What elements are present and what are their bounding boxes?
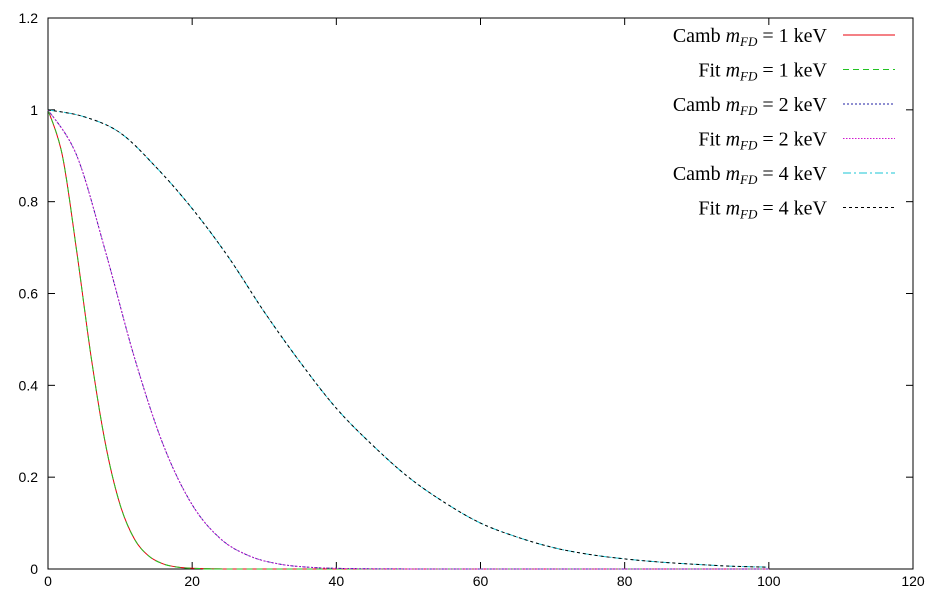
- series-line-1: [47, 109, 769, 570]
- legend-label: Camb mFD = 2 keV: [673, 94, 828, 118]
- legend-value: = 2 keV: [757, 129, 827, 151]
- legend-prefix: Camb: [673, 25, 726, 47]
- legend-value: = 4 keV: [757, 198, 827, 220]
- x-tick-label: 40: [329, 573, 345, 589]
- series-line-5: [47, 109, 769, 568]
- y-tick-label: 0.8: [19, 194, 39, 210]
- y-tick-label: 1.2: [19, 10, 39, 26]
- legend-label: Camb mFD = 4 keV: [673, 163, 828, 187]
- series-line-3: [47, 109, 769, 570]
- x-tick-label: 60: [473, 573, 489, 589]
- y-tick-label: 0: [30, 561, 38, 577]
- x-tick-label: 120: [901, 573, 925, 589]
- legend-label: Fit mFD = 2 keV: [698, 129, 827, 153]
- legend-subscript: FD: [739, 103, 758, 118]
- legend-prefix: Fit: [698, 60, 725, 82]
- legend-subscript: FD: [739, 207, 758, 222]
- series-line-6: [47, 109, 769, 568]
- legend-symbol: m: [726, 129, 740, 151]
- legend-subscript: FD: [739, 69, 758, 84]
- series-line-2: [47, 109, 769, 570]
- legend-subscript: FD: [739, 34, 758, 49]
- legend-subscript: FD: [739, 138, 758, 153]
- legend-prefix: Fit: [698, 198, 725, 220]
- axis-ticks: [47, 17, 914, 570]
- series-layer: [47, 109, 769, 570]
- legend-symbol: m: [726, 94, 740, 116]
- x-tick-label: 20: [184, 573, 200, 589]
- legend-symbol: m: [726, 60, 740, 82]
- legend-label: Camb mFD = 1 keV: [673, 25, 828, 49]
- y-tick-label: 0.4: [19, 377, 39, 393]
- x-tick-label: 0: [44, 573, 52, 589]
- legend-symbol: m: [726, 25, 740, 47]
- y-tick-label: 0.2: [19, 469, 39, 485]
- axis-tick-labels: 0 20 40 60 80 100 120 0 0.2 0.4 0.6 0.8 1 1.2: [19, 10, 925, 589]
- y-tick-label: 0.6: [19, 286, 39, 302]
- series-line-4: [47, 109, 769, 570]
- legend-label: Fit mFD = 1 keV: [698, 60, 827, 84]
- legend-symbol: m: [726, 198, 740, 220]
- legend-subscript: FD: [739, 172, 758, 187]
- x-tick-label: 100: [757, 573, 781, 589]
- legend-label: Fit mFD = 4 keV: [698, 198, 827, 222]
- legend-value: = 1 keV: [757, 60, 827, 82]
- legend-value: = 4 keV: [757, 163, 827, 185]
- legend-prefix: Camb: [673, 163, 726, 185]
- x-tick-label: 80: [617, 573, 633, 589]
- legend-prefix: Fit: [698, 129, 725, 151]
- legend-value: = 1 keV: [757, 25, 827, 47]
- legend-value: = 2 keV: [757, 94, 827, 116]
- legend-symbol: m: [726, 163, 740, 185]
- legend-prefix: Camb: [673, 94, 726, 116]
- y-tick-label: 1: [30, 102, 38, 118]
